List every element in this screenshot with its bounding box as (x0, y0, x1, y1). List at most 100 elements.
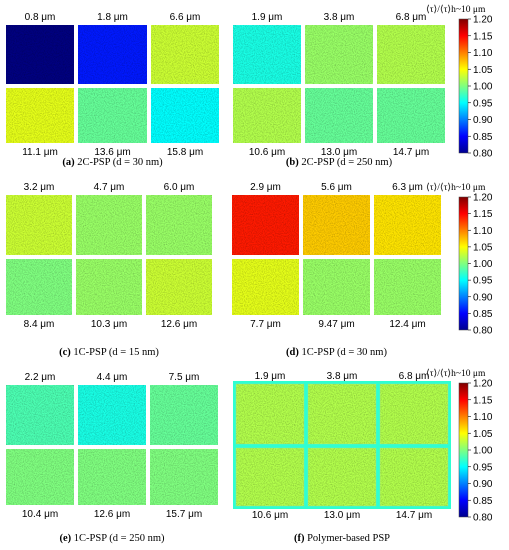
thickness-label: 15.7 μm (166, 509, 202, 520)
thickness-label: 1.8 μm (97, 12, 128, 23)
colorbar-tick-label: 0.95 (473, 98, 493, 109)
thickness-label: 1.9 μm (252, 12, 283, 23)
colorbar-tick-label: 0.85 (473, 132, 493, 143)
thickness-label: 2.2 μm (25, 372, 56, 383)
thickness-label: 10.6 μm (249, 147, 285, 158)
panel-c: 3.2 μm 4.7 μm 6.0 μm 8.4 μm 10.3 μm 12.6 μm (c… (6, 182, 212, 358)
map-square (6, 385, 74, 445)
panel-caption: (e) 1C-PSP (d = 250 nm) (60, 533, 165, 544)
map-square (6, 259, 72, 315)
colorbar-tick-label: 0.95 (473, 462, 493, 473)
panel-caption-text: Polymer-based PSP (307, 533, 390, 544)
map-square (303, 259, 370, 315)
colorbar-tick-label: 1.15 (473, 209, 493, 220)
colorbar-scale (458, 196, 469, 331)
colorbar-tick-label: 0.80 (473, 513, 493, 524)
thickness-label: 9.47 μm (318, 319, 354, 330)
colorbar-tick-label: 0.85 (473, 309, 493, 320)
thickness-label: 4.4 μm (97, 372, 128, 383)
panel-caption: (d) 1C-PSP (d = 30 nm) (286, 347, 387, 358)
thickness-label: 11.1 μm (22, 147, 58, 158)
thickness-label: 12.4 μm (389, 319, 425, 330)
map-square (379, 447, 449, 507)
map-square (377, 88, 445, 143)
thickness-label: 10.6 μm (252, 510, 288, 521)
thickness-label: 8.4 μm (24, 319, 55, 330)
colorbar-tick-label: 0.95 (473, 276, 493, 287)
thickness-label: 12.6 μm (94, 509, 130, 520)
panel-letter: (b) (286, 157, 299, 168)
thickness-label: 6.3 μm (392, 182, 423, 193)
thickness-label: 0.8 μm (25, 12, 56, 23)
colorbar: ⟨τ⟩/⟨τ⟩h~10 μm1.20 1.15 1.10 1.05 1.00 0.95 0.… (426, 368, 493, 524)
colorbar-tick-label: 1.20 (473, 15, 493, 26)
map-square (307, 383, 377, 445)
panel-caption-text: 1C-PSP (d = 15 nm) (73, 347, 159, 358)
colorbar-scale (458, 382, 469, 518)
colorbar-tick-label: 0.90 (473, 292, 493, 303)
map-square (78, 385, 146, 445)
map-square (78, 88, 147, 143)
panel-caption-text: 2C-PSP (d = 30 nm) (77, 157, 163, 168)
colorbar-title: ⟨τ⟩/⟨τ⟩h~10 μm (426, 4, 486, 15)
thickness-label: 6.8 μm (396, 12, 427, 23)
panel-letter: (d) (286, 347, 299, 358)
map-square (151, 25, 219, 84)
panel-letter: (c) (59, 347, 71, 358)
colorbar-tick-label: 1.15 (473, 31, 493, 42)
colorbar-scale (458, 18, 469, 154)
thickness-label: 13.0 μm (324, 510, 360, 521)
panel-e: 2.2 μm 4.4 μm 7.5 μm 10.4 μm 12.6 μm 15.7 μm (… (6, 372, 218, 544)
thickness-label: 6.0 μm (164, 182, 195, 193)
map-square (151, 88, 219, 143)
thickness-label: 3.8 μm (324, 12, 355, 23)
colorbar: ⟨τ⟩/⟨τ⟩h~10 μm1.20 1.15 1.10 1.05 1.00 0.95 0.… (426, 182, 493, 337)
map-square (146, 259, 212, 315)
panel-caption-text: 1C-PSP (d = 250 nm) (74, 533, 165, 544)
map-square (150, 449, 218, 505)
panel-caption: (c) 1C-PSP (d = 15 nm) (59, 347, 159, 358)
thickness-label: 6.6 μm (170, 12, 201, 23)
panel-caption: (b) 2C-PSP (d = 250 nm) (286, 157, 393, 168)
map-square (6, 88, 74, 143)
colorbar-tick-label: 0.90 (473, 115, 493, 126)
panel-caption: (a) 2C-PSP (d = 30 nm) (62, 157, 163, 168)
panel-a: 0.8 μm 1.8 μm 6.6 μm 11.1 μm 13.6 μm 15.8 μm (… (6, 12, 219, 168)
panel-caption-text: 1C-PSP (d = 30 nm) (302, 347, 388, 358)
map-square (78, 449, 146, 505)
colorbar-tick-label: 0.80 (473, 326, 493, 337)
map-square (232, 195, 299, 255)
thickness-label: 4.7 μm (94, 182, 125, 193)
map-square (307, 447, 377, 507)
map-square (305, 88, 373, 143)
thickness-label: 10.4 μm (22, 509, 58, 520)
colorbar-tick-label: 1.05 (473, 65, 493, 76)
thickness-label: 10.3 μm (91, 319, 127, 330)
thickness-label: 15.8 μm (167, 147, 203, 158)
panel-d: 2.9 μm 5.6 μm 6.3 μm 7.7 μm 9.47 μm 12.4 μm (d… (232, 182, 441, 358)
thickness-label: 2.9 μm (250, 182, 281, 193)
map-square (233, 25, 301, 84)
map-square (146, 195, 212, 255)
map-square (232, 259, 299, 315)
thickness-label: 13.0 μm (321, 147, 357, 158)
map-square (235, 383, 305, 445)
map-square (374, 195, 441, 255)
map-square (305, 25, 373, 84)
colorbar-tick-label: 1.00 (473, 82, 493, 93)
map-square (6, 449, 74, 505)
colorbar-tick-label: 0.85 (473, 496, 493, 507)
thickness-label: 1.9 μm (255, 371, 286, 382)
colorbar-tick-label: 1.10 (473, 226, 493, 237)
map-square (377, 25, 445, 84)
colorbar: ⟨τ⟩/⟨τ⟩h~10 μm1.20 1.15 1.10 1.05 1.00 0.95 0.… (426, 4, 493, 160)
colorbar-tick-label: 1.10 (473, 412, 493, 423)
map-square (76, 195, 142, 255)
panel-caption-text: 2C-PSP (d = 250 nm) (301, 157, 392, 168)
thickness-label: 5.6 μm (321, 182, 352, 193)
colorbar-title: ⟨τ⟩/⟨τ⟩h~10 μm (426, 368, 486, 379)
colorbar-title: ⟨τ⟩/⟨τ⟩h~10 μm (426, 182, 486, 193)
panel-letter: (a) (62, 157, 75, 168)
